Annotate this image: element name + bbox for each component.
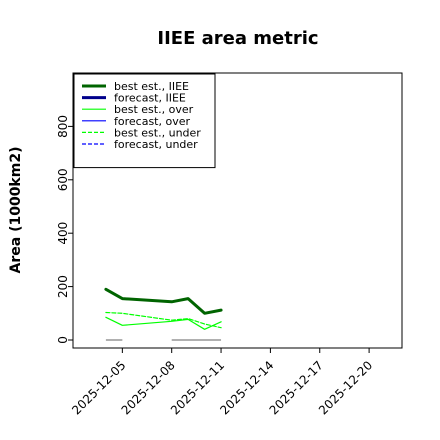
- legend-label: forecast, over: [114, 115, 190, 128]
- y-tick-label: 400: [56, 222, 70, 245]
- series-line: [104, 287, 223, 315]
- chart-title: IIEE area metric: [157, 28, 318, 49]
- y-tick-label: 800: [56, 115, 70, 138]
- legend-label: best est., IIEE: [114, 80, 189, 93]
- y-axis: 0 200 400 600 800: [56, 115, 73, 344]
- y-axis-title: Area (1000km2): [8, 147, 24, 274]
- plot-frame: [72, 72, 403, 349]
- legend-label: forecast, IIEE: [114, 92, 186, 105]
- legend-label: best est., over: [114, 103, 194, 116]
- x-axis: 2025-12-052025-12-082025-12-112025-12-14…: [69, 348, 375, 417]
- series-line: [105, 316, 222, 330]
- legend-label: best est., under: [114, 126, 201, 139]
- plot-area: [104, 287, 223, 341]
- series-line: [105, 311, 222, 329]
- legend-label: forecast, under: [114, 138, 198, 151]
- y-tick-label: 0: [56, 336, 70, 344]
- y-tick-label: 600: [56, 168, 70, 191]
- y-tick-label: 200: [56, 275, 70, 298]
- x-tick-label: 2025-12-20: [316, 358, 375, 417]
